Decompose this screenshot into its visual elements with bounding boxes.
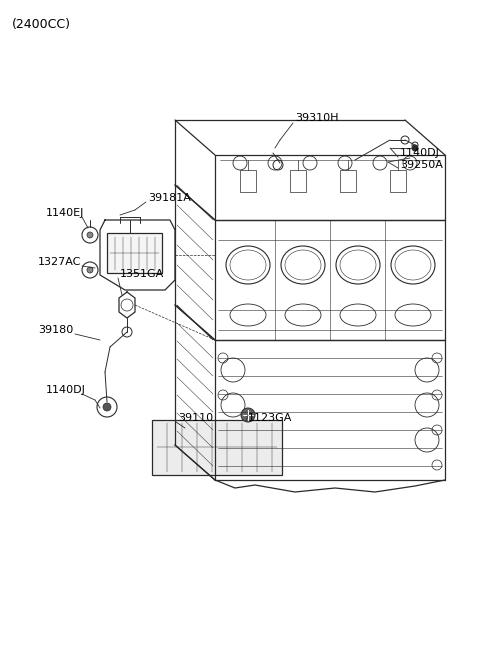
Text: (2400CC): (2400CC) [12, 18, 71, 31]
Text: 1140EJ: 1140EJ [46, 208, 84, 218]
Text: 39181A: 39181A [148, 193, 191, 203]
Bar [390, 170, 406, 192]
Bar [340, 170, 356, 192]
Text: 1351GA: 1351GA [120, 269, 164, 279]
Bar [290, 170, 306, 192]
Circle shape [241, 408, 255, 422]
Bar [240, 170, 256, 192]
Bar [152, 420, 282, 475]
Text: 1327AC: 1327AC [38, 257, 82, 267]
Text: 39250A: 39250A [400, 160, 443, 170]
Bar [107, 233, 162, 273]
Text: 1123GA: 1123GA [248, 413, 292, 423]
Text: 1140DJ: 1140DJ [400, 148, 440, 158]
Circle shape [87, 232, 93, 238]
Circle shape [103, 403, 111, 411]
Text: 39180: 39180 [38, 325, 73, 335]
Text: 1140DJ: 1140DJ [46, 385, 86, 395]
Circle shape [87, 267, 93, 273]
Text: 39110: 39110 [178, 413, 213, 423]
Circle shape [412, 145, 418, 151]
Text: 39310H: 39310H [295, 113, 338, 123]
